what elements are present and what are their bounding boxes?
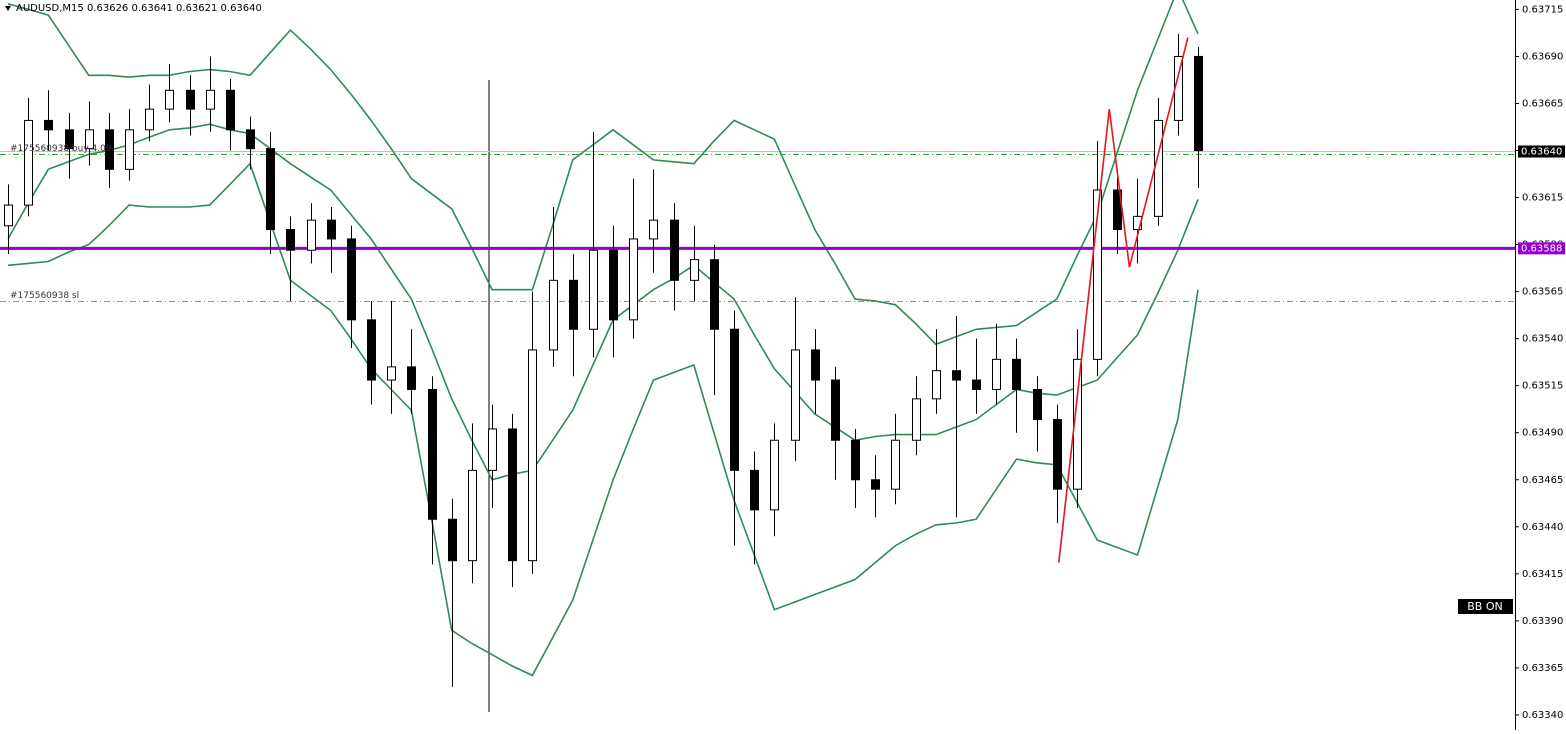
chart-title: AUDUSD,M15 0.63626 0.63641 0.63621 0.636…	[16, 3, 262, 14]
bb-button-label[interactable]: BB ON	[1467, 600, 1502, 613]
candle-body	[327, 219, 336, 240]
y-tick-label: 0.63465	[1522, 475, 1563, 486]
candle-body	[952, 370, 961, 381]
candle-body	[448, 518, 457, 562]
candle-body	[609, 249, 618, 321]
candle-body	[165, 89, 174, 110]
candle-body	[347, 238, 356, 321]
candle-body	[831, 379, 840, 441]
y-tick-label: 0.63565	[1522, 287, 1563, 298]
candle-body	[145, 108, 154, 131]
candle-body	[367, 319, 376, 381]
candle-body	[770, 439, 779, 511]
candle-body	[811, 349, 820, 381]
bb-button[interactable]: BB ON	[1458, 599, 1513, 614]
candle-body	[912, 398, 921, 441]
hline-label-bg	[1518, 242, 1565, 255]
candle-body	[1154, 119, 1163, 217]
y-tick-label: 0.63440	[1522, 522, 1563, 533]
price-axis: 0.63715 0.63690 0.63665 0.63640 0.63615 0.635…	[1515, 4, 1565, 721]
candle-body	[125, 129, 134, 170]
hline-label: 0.63588	[1521, 243, 1562, 254]
candle-body	[65, 129, 74, 150]
candle-body	[1194, 55, 1203, 152]
candle-body	[528, 349, 537, 562]
candle-body	[407, 366, 416, 390]
candle-body	[307, 219, 316, 251]
y-tick-label: 0.63665	[1522, 98, 1563, 109]
bollinger-lower	[7, 162, 1199, 677]
candle-body	[670, 219, 679, 281]
candle-body	[1053, 419, 1062, 490]
candle-body	[206, 89, 215, 110]
candle-body	[750, 469, 759, 511]
y-tick-label: 0.63415	[1522, 569, 1563, 580]
y-tick-label: 0.63715	[1522, 4, 1563, 15]
bid-label-bg	[1518, 145, 1565, 158]
candle-body	[85, 129, 94, 150]
candle-body	[24, 119, 33, 206]
candle-body	[1133, 215, 1142, 231]
y-tick-label: 0.63690	[1522, 51, 1563, 62]
bid-label: 0.63640	[1521, 147, 1562, 158]
y-tick-label: 0.63615	[1522, 193, 1563, 204]
candle-body	[690, 259, 699, 281]
candle-body	[569, 279, 578, 330]
title-arrow	[5, 6, 11, 11]
bollinger-middle	[7, 123, 1199, 481]
y-tick-label: 0.63540	[1522, 334, 1563, 345]
plot-area	[0, 0, 1515, 687]
y-tick-label: 0.63515	[1522, 381, 1563, 392]
candle-body	[992, 358, 1001, 390]
y-tick-label: 0.63390	[1522, 616, 1563, 627]
candle-body	[1093, 189, 1102, 360]
candle-body	[972, 379, 981, 390]
candle-body	[4, 204, 13, 227]
candle-body	[468, 469, 477, 562]
candle-body	[710, 259, 719, 330]
candle-body	[891, 439, 900, 490]
zigzag-line	[1058, 37, 1189, 563]
candle-body	[387, 366, 396, 381]
order-label: #175560938 buy 4.09	[10, 144, 112, 154]
candle-body	[266, 148, 275, 231]
candle-body	[286, 229, 295, 251]
candle-body	[488, 428, 497, 471]
candle-body	[629, 238, 638, 321]
candle-body	[589, 249, 598, 330]
candle-body	[791, 349, 800, 441]
candle-body	[105, 129, 114, 170]
candle-body	[851, 439, 860, 481]
candle-body	[649, 219, 658, 240]
candle-body	[186, 89, 195, 110]
candle-body	[246, 129, 255, 150]
bb-button-bg[interactable]	[1458, 599, 1513, 614]
candle-body	[44, 119, 53, 131]
candle-body	[932, 370, 941, 400]
order-label: #175560938 sl	[10, 291, 79, 301]
candle-body	[549, 279, 558, 351]
candle-body	[871, 479, 880, 490]
candle-body	[428, 388, 437, 520]
y-tick-label: 0.63340	[1522, 710, 1563, 721]
candle-body	[1012, 358, 1021, 390]
candle-body	[508, 428, 517, 562]
y-tick-label: 0.63365	[1522, 663, 1563, 674]
candle-body	[1033, 388, 1042, 421]
bollinger-upper	[7, 0, 1199, 346]
candle-body	[730, 328, 739, 471]
y-tick-label: 0.63490	[1522, 428, 1563, 439]
candle-body	[226, 89, 235, 131]
